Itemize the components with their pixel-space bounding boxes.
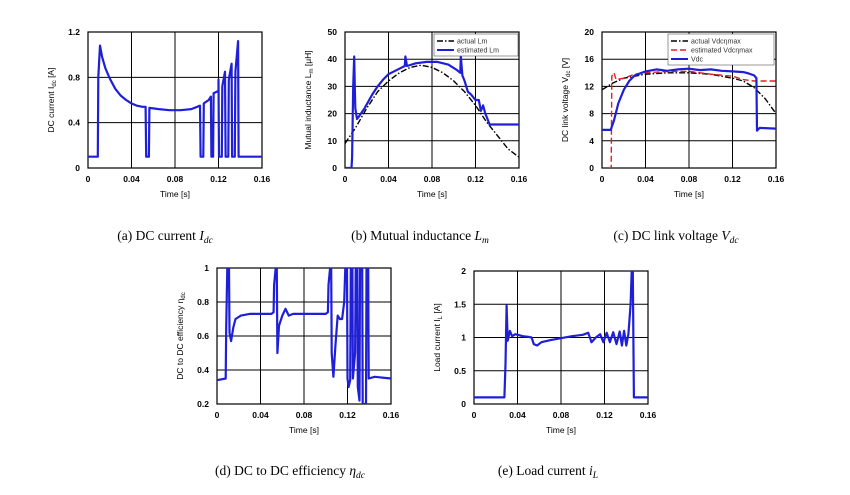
x-tick-label: 0.12	[339, 410, 356, 420]
legend-box	[433, 33, 519, 57]
y-tick-label: 30	[328, 81, 338, 91]
x-tick-label: 0.12	[724, 174, 741, 184]
x-tick-label: 0	[86, 174, 91, 184]
chart-e: 0 0.04 0.08 0.12 0.16 0 0.5 1 1.5 2 Time [s] Load c…	[432, 266, 657, 481]
chart-a: 0 0.04 0.08 0.12 0.16 0 0.4 0.8 1.2 Time [s] DC cu…	[46, 27, 271, 246]
y-tick-label: 20	[328, 109, 338, 119]
legend-label: actual Lm	[457, 39, 488, 46]
y-axis-label: DC to DC efficiency ηdc	[175, 292, 187, 379]
y-axis-label: DC current Idc [A]	[46, 68, 58, 133]
series-line	[345, 64, 519, 158]
caption: (c) DC link voltage Vdc	[613, 228, 739, 246]
x-axis-label: Time [s]	[289, 425, 319, 435]
legend-label: actual Vdcηmax	[691, 39, 741, 46]
y-tick-label: 10	[328, 136, 338, 146]
x-tick-label: 0	[343, 174, 348, 184]
y-tick-label: 16	[585, 54, 595, 64]
x-axis-label: Time [s]	[674, 189, 704, 199]
y-tick-label: 50	[328, 27, 338, 37]
x-tick-label: 0.16	[511, 174, 528, 184]
x-axis-label: Time [s]	[546, 425, 576, 435]
chart-c: 0 0.04 0.08 0.12 0.16 0 4 8 12 16 20 Time [s] DC lin…	[560, 27, 785, 246]
x-tick-label: 0.16	[640, 410, 657, 420]
x-tick-label: 0	[215, 410, 220, 420]
x-tick-label: 0.04	[380, 174, 397, 184]
series-line	[602, 67, 776, 132]
x-tick-label: 0.04	[252, 410, 269, 420]
x-tick-label: 0.12	[596, 410, 613, 420]
series-line	[345, 55, 519, 168]
series-line	[88, 40, 262, 158]
y-tick-label: 1	[461, 333, 466, 343]
legend-label: estimated Vdcηmax	[691, 48, 753, 55]
caption: (b) Mutual inductance Lm	[351, 228, 489, 246]
x-tick-label: 0.04	[509, 410, 526, 420]
caption: (e) Load current iL	[498, 463, 598, 481]
y-tick-label: 1	[204, 263, 209, 273]
x-tick-label: 0.12	[467, 174, 484, 184]
y-tick-label: 0.8	[197, 297, 209, 307]
x-tick-label: 0.08	[167, 174, 184, 184]
x-tick-label: 0.08	[553, 410, 570, 420]
y-tick-label: 0	[461, 399, 466, 409]
x-tick-label: 0.04	[123, 174, 140, 184]
y-axis-label: Load current IL [A]	[432, 303, 444, 372]
y-tick-label: 0.2	[197, 399, 209, 409]
y-tick-label: 0	[589, 163, 594, 173]
x-tick-label: 0.08	[296, 410, 313, 420]
caption: (d) DC to DC efficiency ηdc	[215, 463, 366, 481]
x-axis-label: Time [s]	[417, 189, 447, 199]
x-tick-label: 0.16	[768, 174, 785, 184]
y-axis-label: DC link voltage Vdc [V]	[560, 58, 572, 142]
x-tick-label: 0	[472, 410, 477, 420]
x-axis-label: Time [s]	[160, 189, 190, 199]
chart-d: 0 0.04 0.08 0.12 0.16 0.2 0.4 0.6 0.8 1 Time [s] DC…	[175, 263, 400, 481]
y-tick-label: 0.6	[197, 331, 209, 341]
x-tick-label: 0.16	[383, 410, 400, 420]
y-tick-label: 1.5	[454, 299, 466, 309]
y-tick-label: 0.4	[68, 118, 80, 128]
x-tick-label: 0.12	[210, 174, 227, 184]
y-tick-label: 2	[461, 266, 466, 276]
y-tick-label: 4	[589, 136, 594, 146]
y-tick-label: 20	[585, 27, 595, 37]
legend-label: estimated Lm	[457, 48, 499, 55]
y-tick-label: 0	[332, 163, 337, 173]
y-tick-label: 0.5	[454, 366, 466, 376]
legend-label: Vdc	[691, 57, 704, 64]
y-tick-label: 40	[328, 54, 338, 64]
caption: (a) DC current Idc	[117, 228, 213, 246]
y-tick-label: 12	[585, 81, 595, 91]
y-tick-label: 0	[75, 163, 80, 173]
x-tick-label: 0	[600, 174, 605, 184]
y-tick-label: 0.8	[68, 72, 80, 82]
chart-b: 0 0.04 0.08 0.12 0.16 0 10 20 30 40 50 Time [s] Mutu…	[303, 27, 528, 246]
x-tick-label: 0.04	[637, 174, 654, 184]
x-tick-label: 0.16	[254, 174, 271, 184]
series-line	[217, 268, 391, 404]
y-axis-label: Mutual inductance Lm [μH]	[303, 50, 315, 149]
y-tick-label: 1.2	[68, 27, 80, 37]
y-tick-label: 0.4	[197, 365, 209, 375]
series-line	[474, 271, 648, 399]
x-tick-label: 0.08	[681, 174, 698, 184]
y-tick-label: 8	[589, 109, 594, 119]
x-tick-label: 0.08	[424, 174, 441, 184]
series-line	[608, 70, 776, 168]
